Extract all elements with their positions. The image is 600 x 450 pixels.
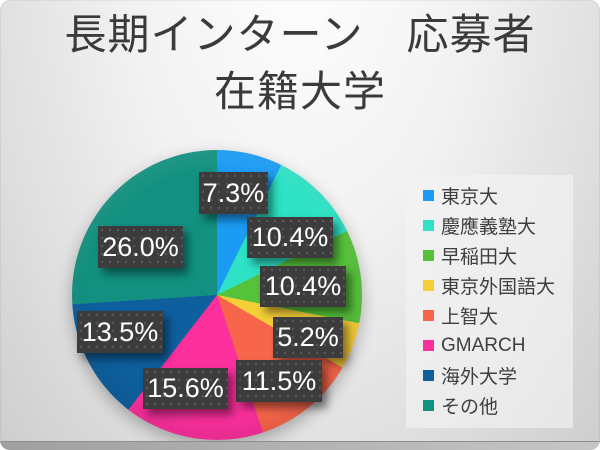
legend-label: 上智大 xyxy=(441,307,499,329)
legend-item-gmarch: GMARCH xyxy=(423,334,573,358)
legend-label: 東京外国語大 xyxy=(441,276,556,298)
legend-item-kaigai: 海外大学 xyxy=(423,364,573,388)
legend-label: その他 xyxy=(441,397,499,419)
pie-percent-label-sonota: 26.0% xyxy=(98,226,183,268)
legend-label: 海外大学 xyxy=(441,367,518,389)
chart-title: 長期インターン 応募者 在籍大学 xyxy=(0,6,600,120)
legend-label: 東京大 xyxy=(441,186,499,208)
legend-label: 慶應義塾大 xyxy=(441,216,537,238)
title-line-2: 在籍大学 xyxy=(213,68,386,115)
legend-item-jochi: 上智大 xyxy=(423,304,573,328)
pie-percent-label-kaigai: 13.5% xyxy=(77,311,163,353)
slide-bottom-edge xyxy=(0,441,600,450)
legend-swatch-icon xyxy=(423,310,434,322)
legend-swatch-icon xyxy=(423,370,434,382)
pie-percent-label-gaikokugo: 5.2% xyxy=(273,317,343,358)
pie-percent-label-tokyo: 7.3% xyxy=(199,172,268,214)
legend-label: 早稲田大 xyxy=(441,246,518,268)
legend-swatch-icon xyxy=(423,219,434,231)
title-line-1: 長期インターン 応募者 xyxy=(64,11,536,58)
legend-swatch-icon xyxy=(423,340,434,352)
legend-label: GMARCH xyxy=(441,334,526,356)
pie-percent-label-keio: 10.4% xyxy=(247,217,333,258)
pie-percent-label-waseda: 10.4% xyxy=(260,266,346,307)
legend-swatch-icon xyxy=(423,400,434,412)
legend-item-tokyo: 東京大 xyxy=(423,183,573,208)
legend: 東京大 慶應義塾大 早稲田大 東京外国語大 上智大 GMARCH 海外大学 そ xyxy=(406,175,573,428)
legend-item-keio: 慶應義塾大 xyxy=(423,213,573,238)
legend-item-sonota: その他 xyxy=(423,394,573,418)
pie-percent-label-jochi: 11.5% xyxy=(236,360,322,402)
legend-swatch-icon xyxy=(423,279,434,291)
legend-item-gaikokugo: 東京外国語大 xyxy=(423,273,573,298)
legend-swatch-icon xyxy=(423,249,434,261)
legend-item-waseda: 早稲田大 xyxy=(423,243,573,268)
pie-percent-label-gmarch: 15.6% xyxy=(143,368,228,409)
legend-swatch-icon xyxy=(423,189,434,201)
